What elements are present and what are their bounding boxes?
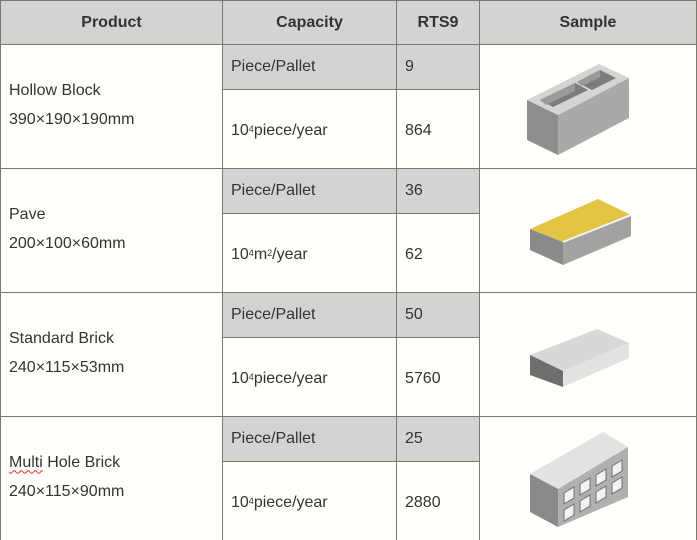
- product-size: 240×115×90mm: [9, 482, 125, 500]
- product-name: Multi Hole Brick: [9, 453, 121, 471]
- year-value: 62: [396, 213, 480, 293]
- standard-brick-image: [479, 292, 697, 417]
- pallet-value: 50: [396, 292, 480, 338]
- paver-image: [479, 168, 697, 293]
- header-product: Product: [0, 0, 223, 45]
- pallet-value: 9: [396, 44, 480, 90]
- pallet-value: 36: [396, 168, 480, 214]
- product-size: 200×100×60mm: [9, 234, 126, 252]
- hollow-block-image: [479, 44, 697, 169]
- product-cell: Pave 200×100×60mm: [0, 168, 223, 293]
- capacity-unit-year: 10 4 piece/year: [222, 337, 397, 417]
- capacity-unit-year: 10 4 piece/year: [222, 89, 397, 169]
- spellcheck-word: Multi: [9, 453, 43, 471]
- year-value: 2880: [396, 461, 480, 540]
- product-size: 390×190×190mm: [9, 110, 135, 128]
- capacity-unit-pallet: Piece/Pallet: [222, 44, 397, 90]
- year-value: 864: [396, 89, 480, 169]
- pallet-value: 25: [396, 416, 480, 462]
- product-name: Hollow Block: [9, 81, 101, 99]
- product-size: 240×115×53mm: [9, 358, 125, 376]
- header-capacity: Capacity: [222, 0, 397, 45]
- capacity-unit-pallet: Piece/Pallet: [222, 292, 397, 338]
- product-name: Standard Brick: [9, 329, 114, 347]
- capacity-unit-year: 10 4 piece/year: [222, 461, 397, 540]
- product-name: Pave: [9, 205, 46, 223]
- capacity-unit-pallet: Piece/Pallet: [222, 416, 397, 462]
- capacity-unit-pallet: Piece/Pallet: [222, 168, 397, 214]
- header-sample: Sample: [479, 0, 697, 45]
- product-cell: Multi Hole Brick 240×115×90mm: [0, 416, 223, 540]
- product-cell: Standard Brick 240×115×53mm: [0, 292, 223, 417]
- header-model: RTS9: [396, 0, 480, 45]
- capacity-unit-year: 10 4 m 2/year: [222, 213, 397, 293]
- multi-hole-brick-image: [479, 416, 697, 540]
- year-value: 5760: [396, 337, 480, 417]
- product-cell: Hollow Block 390×190×190mm: [0, 44, 223, 169]
